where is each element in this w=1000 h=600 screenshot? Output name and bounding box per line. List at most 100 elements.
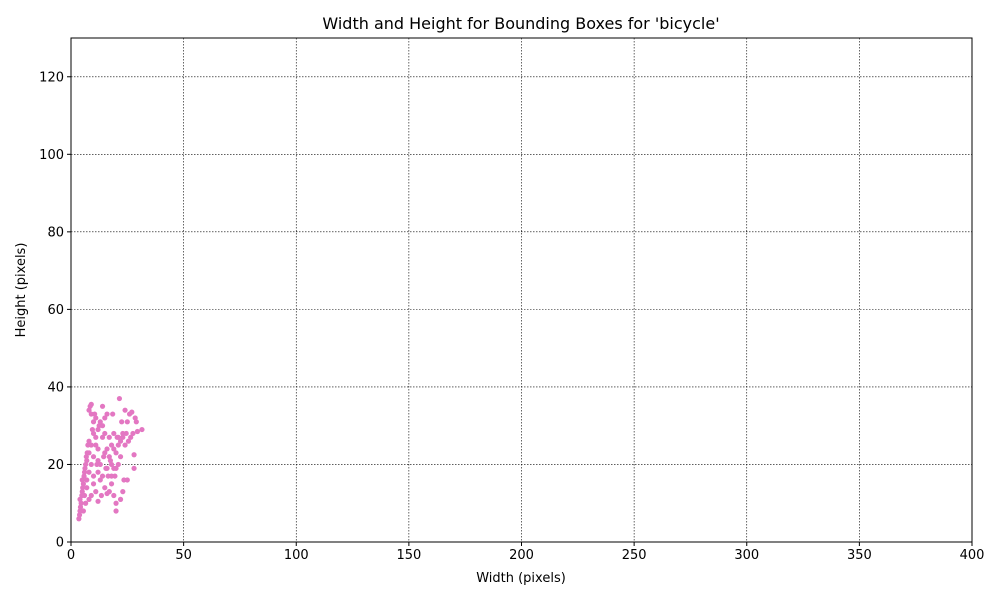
point — [93, 442, 99, 448]
point — [111, 446, 117, 452]
point — [88, 401, 94, 407]
y-tick-label: 120 — [39, 70, 64, 85]
point — [116, 395, 123, 402]
x-tick-label: 350 — [847, 548, 872, 563]
point — [83, 454, 89, 460]
point — [99, 434, 106, 440]
point — [117, 438, 124, 444]
y-tick-label: 0 — [56, 536, 64, 551]
point — [90, 454, 97, 460]
point — [104, 446, 110, 452]
point — [120, 430, 126, 437]
point — [120, 489, 126, 495]
point — [108, 473, 115, 479]
point — [115, 442, 121, 448]
point — [95, 426, 101, 433]
point — [88, 461, 94, 468]
point — [86, 438, 92, 444]
y-tick-label: 60 — [47, 303, 64, 318]
point — [122, 442, 128, 448]
x-tick-label: 400 — [960, 548, 985, 563]
y-tick-label: 20 — [47, 458, 64, 473]
point — [77, 496, 83, 502]
point — [128, 434, 134, 440]
point — [122, 407, 128, 413]
point — [76, 512, 83, 518]
point — [97, 461, 103, 468]
point — [124, 477, 130, 483]
point — [76, 516, 82, 522]
point — [83, 500, 89, 506]
y-tick-label: 40 — [47, 380, 64, 395]
point — [97, 477, 103, 483]
point — [84, 485, 90, 491]
point — [104, 465, 110, 471]
point — [115, 461, 121, 468]
point — [106, 454, 112, 460]
point — [95, 446, 101, 452]
point — [81, 469, 88, 475]
point — [113, 500, 119, 506]
point — [113, 508, 119, 514]
point — [80, 485, 86, 491]
point — [90, 419, 97, 425]
point — [117, 454, 124, 460]
point — [108, 442, 115, 448]
point — [124, 419, 130, 425]
point — [131, 465, 137, 471]
point — [134, 428, 141, 435]
point — [88, 442, 94, 448]
x-tick-label: 150 — [396, 548, 421, 563]
point — [139, 426, 145, 433]
x-tick-label: 50 — [175, 548, 192, 563]
point — [81, 492, 88, 499]
point — [97, 419, 103, 425]
point — [131, 452, 137, 458]
point — [86, 450, 92, 456]
point — [79, 489, 85, 495]
point — [93, 434, 99, 440]
point — [117, 496, 124, 502]
point — [86, 469, 92, 475]
point — [90, 473, 97, 479]
point — [84, 457, 90, 464]
y-axis-label: Height (pixels) — [14, 243, 29, 338]
point — [84, 477, 90, 483]
point — [102, 450, 108, 456]
point — [108, 481, 115, 487]
point — [110, 411, 116, 417]
point — [133, 419, 139, 425]
point — [93, 489, 99, 495]
point — [102, 415, 108, 421]
y-tick-label: 100 — [39, 148, 64, 163]
point — [119, 419, 125, 425]
x-tick-label: 0 — [67, 548, 75, 563]
point — [99, 403, 106, 409]
y-tick-label: 80 — [47, 225, 64, 240]
point — [82, 465, 88, 471]
point — [95, 469, 101, 475]
point — [95, 457, 101, 464]
point — [99, 473, 106, 479]
chart-title: Width and Height for Bounding Boxes for … — [322, 14, 719, 33]
point — [95, 498, 101, 504]
plot-frame — [70, 37, 973, 543]
point — [106, 434, 112, 440]
point — [81, 473, 87, 479]
point — [104, 411, 110, 417]
x-tick-label: 250 — [622, 548, 647, 563]
point — [77, 504, 84, 510]
point — [88, 492, 94, 499]
point — [120, 434, 126, 440]
point — [93, 415, 99, 421]
point — [98, 492, 105, 499]
x-axis-label: Width (pixels) — [476, 571, 566, 586]
point — [104, 490, 110, 497]
point — [102, 430, 108, 437]
point — [113, 450, 119, 456]
x-tick-label: 100 — [284, 548, 309, 563]
x-tick-label: 300 — [734, 548, 759, 563]
point — [130, 430, 136, 437]
